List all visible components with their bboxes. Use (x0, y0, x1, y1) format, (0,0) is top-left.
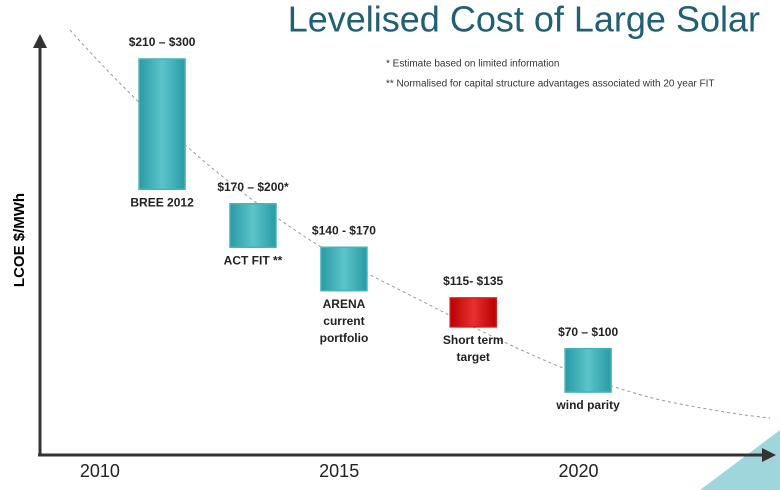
range-bar (449, 297, 497, 328)
category-label: target (457, 350, 490, 364)
chart-title: Levelised Cost of Large Solar (288, 0, 760, 40)
value-label: $70 – $100 (558, 325, 618, 339)
category-label: ARENA (323, 297, 366, 311)
category-label: Short term (443, 333, 504, 347)
trend-line (69, 29, 771, 419)
corner-decoration (700, 430, 780, 490)
category-label: ACT FIT ** (224, 253, 283, 267)
x-axis-arrow (762, 448, 776, 462)
x-tick-label: 2010 (80, 461, 120, 481)
y-axis-label: LCOE $/MWh (11, 193, 28, 287)
range-bar (229, 203, 277, 248)
note: * Estimate based on limited information (386, 59, 559, 70)
category-label: wind parity (555, 398, 620, 412)
range-bar (138, 58, 186, 191)
x-tick-label: 2015 (319, 461, 359, 481)
category-label: current (323, 314, 364, 328)
category-label: BREE 2012 (130, 195, 194, 209)
category-label: portfolio (320, 331, 369, 345)
note: ** Normalised for capital structure adva… (386, 79, 715, 90)
range-bar (320, 246, 368, 292)
x-tick-label: 2020 (559, 461, 599, 481)
value-label: $140 - $170 (312, 223, 376, 237)
y-axis-arrow (33, 34, 47, 48)
value-label: $170 – $200* (217, 180, 289, 194)
value-label: $115- $135 (443, 274, 503, 288)
range-bar (564, 347, 612, 393)
value-label: $210 – $300 (129, 35, 196, 49)
